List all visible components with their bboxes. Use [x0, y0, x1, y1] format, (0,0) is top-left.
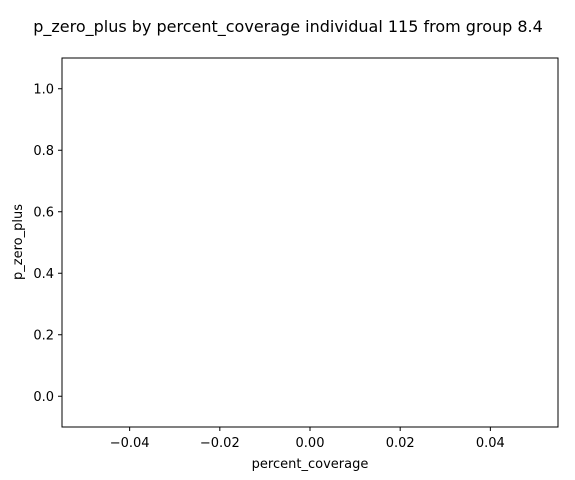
- y-tick-label: 0.2: [33, 328, 54, 343]
- y-tick-label: 0.8: [33, 144, 54, 159]
- chart-title: p_zero_plus by percent_coverage individu…: [33, 17, 543, 37]
- y-tick-label: 0.4: [33, 267, 54, 282]
- x-tick-label: −0.02: [200, 436, 240, 451]
- x-tick-label: 0.02: [386, 436, 415, 451]
- x-axis-ticks: −0.04 −0.02 0.00 0.02 0.04: [110, 427, 505, 451]
- x-tick-label: 0.04: [476, 436, 505, 451]
- x-tick-label: −0.04: [110, 436, 150, 451]
- y-tick-label: 1.0: [33, 82, 54, 97]
- y-axis-ticks: 0.0 0.2 0.4 0.6 0.8 1.0: [33, 82, 62, 405]
- y-tick-label: 0.0: [33, 390, 54, 405]
- plot-area-frame: [61, 57, 559, 428]
- x-axis-label: percent_coverage: [252, 457, 369, 472]
- y-tick-label: 0.6: [33, 205, 54, 220]
- y-axis-label: p_zero_plus: [11, 204, 26, 280]
- x-tick-label: 0.00: [296, 436, 325, 451]
